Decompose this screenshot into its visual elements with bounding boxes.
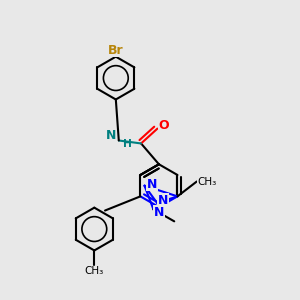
Text: H: H [123, 139, 131, 149]
Text: N: N [147, 178, 157, 191]
Text: CH₃: CH₃ [85, 266, 104, 276]
Text: Br: Br [108, 44, 124, 57]
Text: N: N [158, 194, 168, 206]
Text: N: N [106, 129, 116, 142]
Text: O: O [159, 119, 169, 132]
Text: CH₃: CH₃ [197, 176, 217, 187]
Text: N: N [154, 206, 164, 219]
